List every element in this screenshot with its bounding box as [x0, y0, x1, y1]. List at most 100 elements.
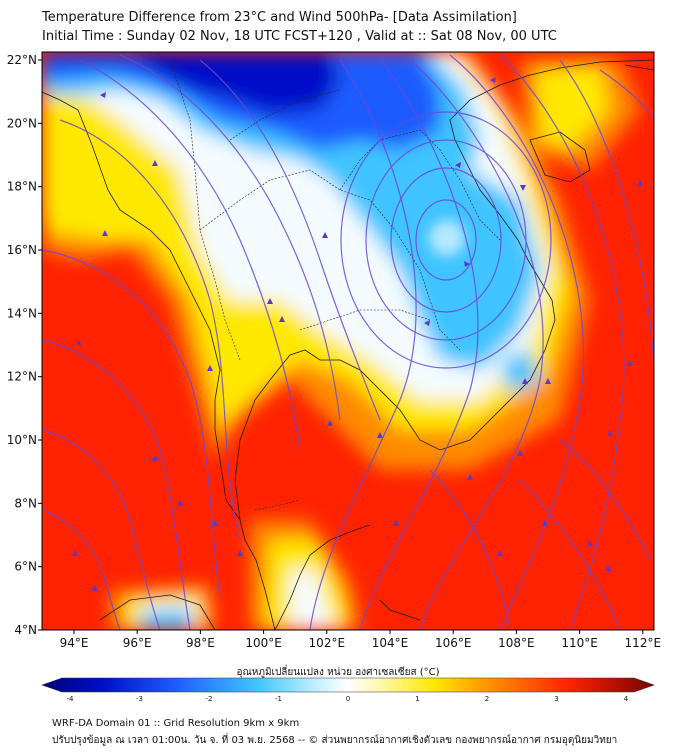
footer-credit: ปรับปรุงข้อมูล ณ เวลา 01:00น. วัน จ. ที่…	[52, 735, 618, 746]
streamline-arrow	[102, 230, 108, 236]
lon-tick-label: 104°E	[372, 636, 409, 650]
streamline	[359, 57, 479, 630]
streamline	[42, 339, 191, 630]
temperature-field	[42, 52, 654, 630]
streamline-arrow	[237, 550, 243, 556]
streamline	[599, 69, 654, 121]
streamline-arrow	[377, 432, 383, 438]
lat-tick-label: 16°N	[7, 243, 37, 257]
streamline	[79, 59, 301, 451]
streamline	[499, 54, 625, 630]
streamline-arrow	[545, 378, 551, 384]
streamline-arrow	[587, 540, 593, 546]
streamline-vortex	[390, 167, 502, 313]
streamline	[559, 439, 651, 561]
streamline-arrow	[637, 180, 643, 186]
streamline-arrow	[424, 320, 430, 326]
lon-tick-label: 100°E	[245, 636, 282, 650]
colorbar-tick-label: -3	[136, 695, 143, 703]
colorbar-tick-label: -1	[275, 695, 282, 703]
footer-model-info: WRF-DA Domain 01 :: Grid Resolution 9km …	[52, 718, 300, 729]
streamline-arrow	[267, 298, 273, 304]
streamline-arrow	[464, 261, 470, 267]
lat-tick-label: 10°N	[7, 433, 37, 447]
streamline-arrow	[100, 92, 106, 98]
colorbar-tick-label: 4	[624, 695, 629, 703]
streamline-arrow	[542, 520, 548, 526]
streamline-arrow	[76, 340, 81, 346]
border-laos-vietnam	[339, 129, 501, 241]
colorbar-label: อุณหภูมิเปลี่ยนแปลง หน่วย องศาเซลเซียส (…	[236, 667, 440, 678]
streamline-arrow	[605, 565, 611, 571]
eastern-coastline	[234, 59, 654, 521]
streamline-arrow	[212, 520, 218, 526]
hainan-coastline	[529, 131, 591, 183]
lat-tick-label: 20°N	[7, 116, 37, 130]
borneo-coastline	[379, 599, 421, 621]
lat-tick-label: 22°N	[7, 53, 37, 67]
lat-tick-label: 8°N	[14, 496, 37, 510]
map-frame	[41, 51, 655, 631]
lat-tick-label: 18°N	[7, 180, 37, 194]
colorbar-bar	[41, 677, 655, 693]
streamline-arrow	[152, 455, 158, 461]
streamline-arrow	[517, 450, 523, 456]
streamline-arrow	[393, 520, 399, 526]
streamline-arrow	[627, 360, 633, 366]
lon-tick-label: 102°E	[309, 636, 346, 650]
china-coastline	[624, 64, 654, 71]
streamline	[309, 59, 417, 630]
streamline	[42, 509, 121, 630]
lat-tick-label: 4°N	[14, 623, 37, 637]
streamline	[449, 54, 584, 630]
streamline-arrows	[72, 60, 643, 591]
streamline-arrow	[137, 60, 143, 66]
map-title: Temperature Difference from 23°C and Win…	[42, 10, 517, 25]
streamline-arrow	[177, 500, 183, 506]
streamline	[119, 54, 341, 421]
streamline-arrow	[520, 185, 526, 191]
lon-tick-label: 96°E	[123, 636, 152, 650]
colorbar-tick-label: 0	[346, 695, 350, 703]
streamline	[429, 469, 511, 630]
streamline-arrow	[327, 420, 333, 426]
sumatra-coastline	[99, 594, 216, 630]
colorbar-tick-label: 1	[415, 695, 419, 703]
lat-tick-label: 12°N	[7, 370, 37, 384]
border-cambodia	[299, 309, 431, 331]
lon-tick-label: 98°E	[186, 636, 215, 650]
streamline-arrow	[92, 585, 98, 591]
streamline-arrow	[152, 160, 158, 166]
lon-tick-label: 106°E	[435, 636, 472, 650]
streamline-arrow	[607, 430, 613, 436]
streamline-vortex	[415, 199, 477, 281]
latitude-axis: 22°N 20°N 18°N 16°N 14°N 12°N 10°N 8°N 6°N 4°N	[7, 53, 42, 637]
map-subtitle: Initial Time : Sunday 02 Nov, 18 UTC FCS…	[42, 29, 557, 44]
streamline-arrow	[467, 474, 473, 480]
wind-streamlines	[42, 54, 654, 630]
lon-tick-label: 108°E	[498, 636, 535, 650]
streamline-arrow	[497, 550, 503, 556]
streamline-arrow	[322, 232, 328, 238]
colorbar-ticks: -4 -3 -2 -1 0 1 2 3 4	[67, 695, 629, 703]
lon-tick-label: 94°E	[60, 636, 89, 650]
coastlines	[42, 59, 654, 630]
streamline	[199, 59, 381, 421]
streamline	[59, 119, 241, 541]
border-myanmar-thailand	[169, 59, 241, 361]
colorbar-tick-label: -4	[67, 695, 75, 703]
lon-tick-label: 110°E	[561, 636, 598, 650]
streamline-arrow	[207, 365, 213, 371]
streamline-arrow	[490, 77, 496, 83]
western-coastline	[42, 91, 276, 630]
streamline-arrow	[455, 162, 461, 168]
streamline-vortex	[340, 111, 552, 369]
border-northern	[229, 89, 341, 141]
streamline	[42, 429, 161, 630]
colorbar-tick-label: 3	[554, 695, 558, 703]
streamline	[409, 59, 544, 630]
lat-tick-label: 14°N	[7, 306, 37, 320]
streamline-arrow	[72, 550, 78, 556]
streamline	[519, 479, 621, 630]
